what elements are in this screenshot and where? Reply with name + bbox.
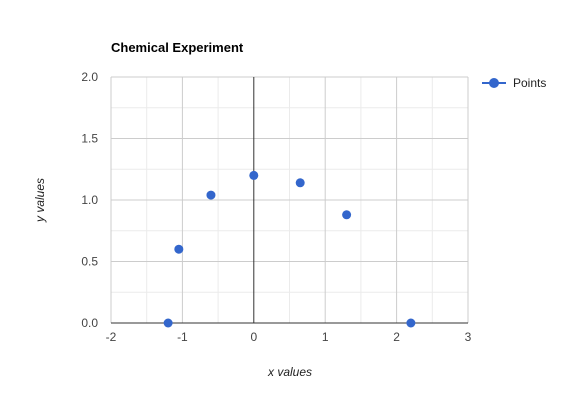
chart-title: Chemical Experiment xyxy=(111,40,244,55)
legend-label: Points xyxy=(513,76,546,90)
grid xyxy=(111,77,468,323)
tick-labels: -2 -1 0 1 2 3 0.0 0.5 1.0 1.5 2.0 xyxy=(81,70,471,344)
y-tick-label: 1.0 xyxy=(81,193,98,207)
x-axis-label: x values xyxy=(267,365,312,379)
data-point[interactable] xyxy=(406,319,415,328)
data-point[interactable] xyxy=(164,319,173,328)
y-tick-label: 1.5 xyxy=(81,132,98,146)
legend-point-marker xyxy=(489,78,499,88)
y-tick-label: 0.0 xyxy=(81,316,98,330)
x-tick-label: 3 xyxy=(465,330,472,344)
x-tick-label: 0 xyxy=(250,330,257,344)
y-axis-label: y values xyxy=(33,178,47,223)
data-point[interactable] xyxy=(342,210,351,219)
x-tick-label: -2 xyxy=(106,330,117,344)
y-tick-label: 0.5 xyxy=(81,255,98,269)
data-point[interactable] xyxy=(174,245,183,254)
x-tick-label: 1 xyxy=(322,330,329,344)
y-tick-label: 2.0 xyxy=(81,70,98,84)
x-tick-label: 2 xyxy=(393,330,400,344)
data-point[interactable] xyxy=(206,191,215,200)
x-tick-label: -1 xyxy=(177,330,188,344)
data-point[interactable] xyxy=(249,171,258,180)
data-point[interactable] xyxy=(296,178,305,187)
legend[interactable]: Points xyxy=(482,76,546,90)
